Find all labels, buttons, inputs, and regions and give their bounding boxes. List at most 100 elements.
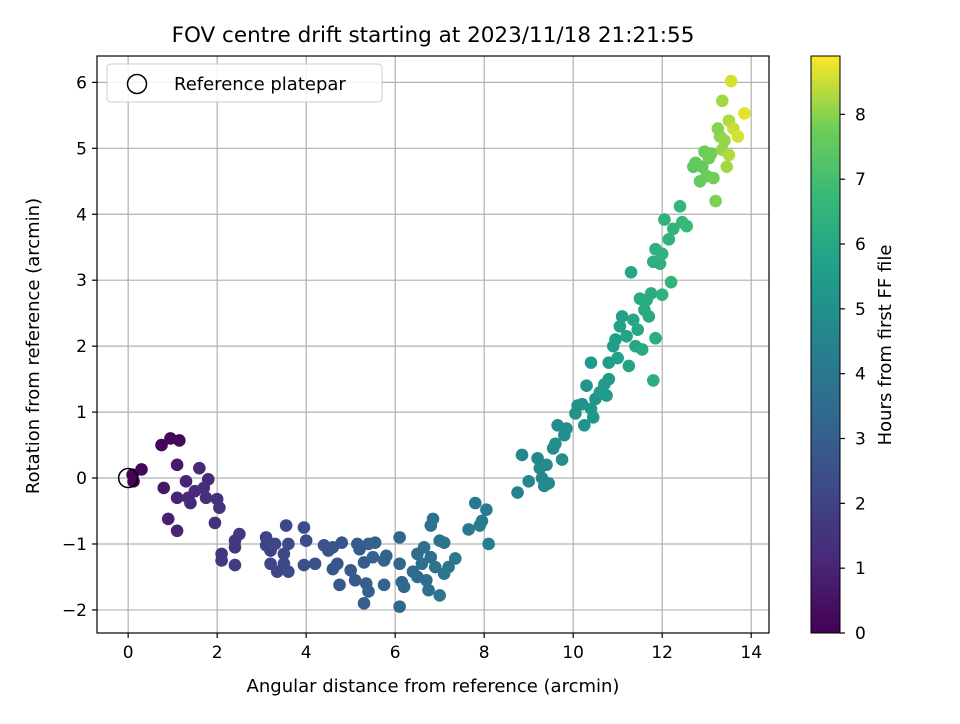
data-point [299, 534, 313, 547]
data-point [475, 514, 489, 528]
y-tick-label: 5 [76, 139, 87, 159]
data-point [155, 438, 168, 452]
data-point [731, 130, 745, 143]
data-point [720, 160, 734, 174]
data-point [664, 275, 678, 289]
y-tick-label: 4 [76, 205, 87, 225]
data-point [631, 323, 645, 336]
data-point [344, 564, 357, 577]
colorbar-tick-label: 1 [855, 559, 866, 579]
data-point [424, 550, 438, 564]
data-point [549, 437, 562, 451]
data-point [422, 583, 435, 597]
data-point [522, 475, 535, 488]
data-point [653, 257, 667, 271]
data-point [335, 536, 349, 549]
data-point [584, 356, 598, 369]
data-point [480, 503, 493, 516]
plot-frame [96, 55, 770, 634]
colorbar-tick-label: 3 [855, 430, 866, 450]
data-point [667, 222, 680, 236]
colorbar-tick-label: 6 [855, 235, 866, 255]
data-point [600, 389, 613, 402]
x-tick-label: 14 [740, 643, 762, 663]
data-point [482, 537, 495, 551]
data-point [393, 557, 406, 571]
data-point [715, 94, 729, 108]
data-point [362, 585, 375, 598]
data-point [379, 549, 393, 563]
data-point [646, 374, 660, 387]
data-point [173, 434, 186, 447]
x-tick-label: 4 [301, 643, 312, 663]
data-point [433, 589, 446, 602]
data-point [620, 329, 633, 343]
data-point [707, 171, 720, 185]
data-point [724, 74, 738, 88]
data-point [161, 512, 175, 526]
data-point [655, 247, 669, 261]
data-point [415, 557, 429, 571]
data-point [662, 233, 676, 246]
data-point [297, 521, 311, 534]
data-point [442, 560, 455, 574]
data-point [602, 372, 616, 386]
data-point [615, 310, 629, 323]
y-tick-label: 6 [76, 73, 87, 93]
data-point [555, 453, 569, 466]
data-point [193, 461, 206, 475]
data-point [428, 560, 442, 574]
legend-box [106, 63, 383, 103]
x-axis-ticks: 0 2 4 6 8 10 12 14 [123, 633, 762, 663]
data-points [117, 74, 751, 613]
colorbar-gradient [810, 55, 841, 634]
axes [96, 55, 770, 634]
reference-platepar-marker [117, 467, 139, 489]
data-point [297, 558, 311, 572]
data-point [609, 333, 622, 346]
data-point [268, 537, 282, 551]
data-point [228, 558, 242, 572]
data-point [426, 512, 440, 526]
colorbar-tick-label: 7 [855, 170, 866, 190]
legend-marker-reference [126, 73, 148, 95]
grid [97, 56, 769, 633]
data-point [208, 516, 222, 530]
colorbar-tick-label: 0 [855, 624, 866, 644]
data-point [658, 213, 671, 226]
data-point [738, 107, 751, 120]
data-point [704, 147, 718, 160]
y-tick-label: 1 [76, 403, 87, 423]
x-tick-label: 2 [212, 643, 223, 663]
x-tick-label: 8 [479, 643, 490, 663]
x-tick-label: 0 [123, 643, 134, 663]
data-point [199, 491, 213, 505]
data-point [215, 554, 228, 567]
colorbar-label: Hours from first FF file [875, 245, 896, 446]
legend-label-reference: Reference platepar [174, 74, 346, 95]
legend: Reference platepar [106, 63, 383, 103]
data-point [437, 536, 451, 549]
colorbar-tick-label: 5 [855, 300, 866, 320]
data-point [135, 463, 148, 476]
x-tick-label: 12 [651, 643, 673, 663]
data-point [531, 451, 544, 465]
data-point [420, 573, 433, 587]
data-point [611, 351, 624, 365]
data-point [709, 194, 722, 208]
data-point [170, 491, 184, 505]
data-point [644, 287, 658, 300]
x-axis-label: Angular distance from reference (arcmin) [247, 676, 620, 697]
data-point [308, 557, 322, 571]
data-point [655, 288, 669, 302]
data-point [333, 578, 346, 592]
data-point [397, 580, 411, 594]
data-point [368, 536, 382, 549]
data-point [366, 550, 380, 564]
data-point [542, 477, 556, 490]
x-tick-label: 6 [390, 643, 401, 663]
data-point [277, 547, 291, 561]
data-point [393, 531, 406, 544]
